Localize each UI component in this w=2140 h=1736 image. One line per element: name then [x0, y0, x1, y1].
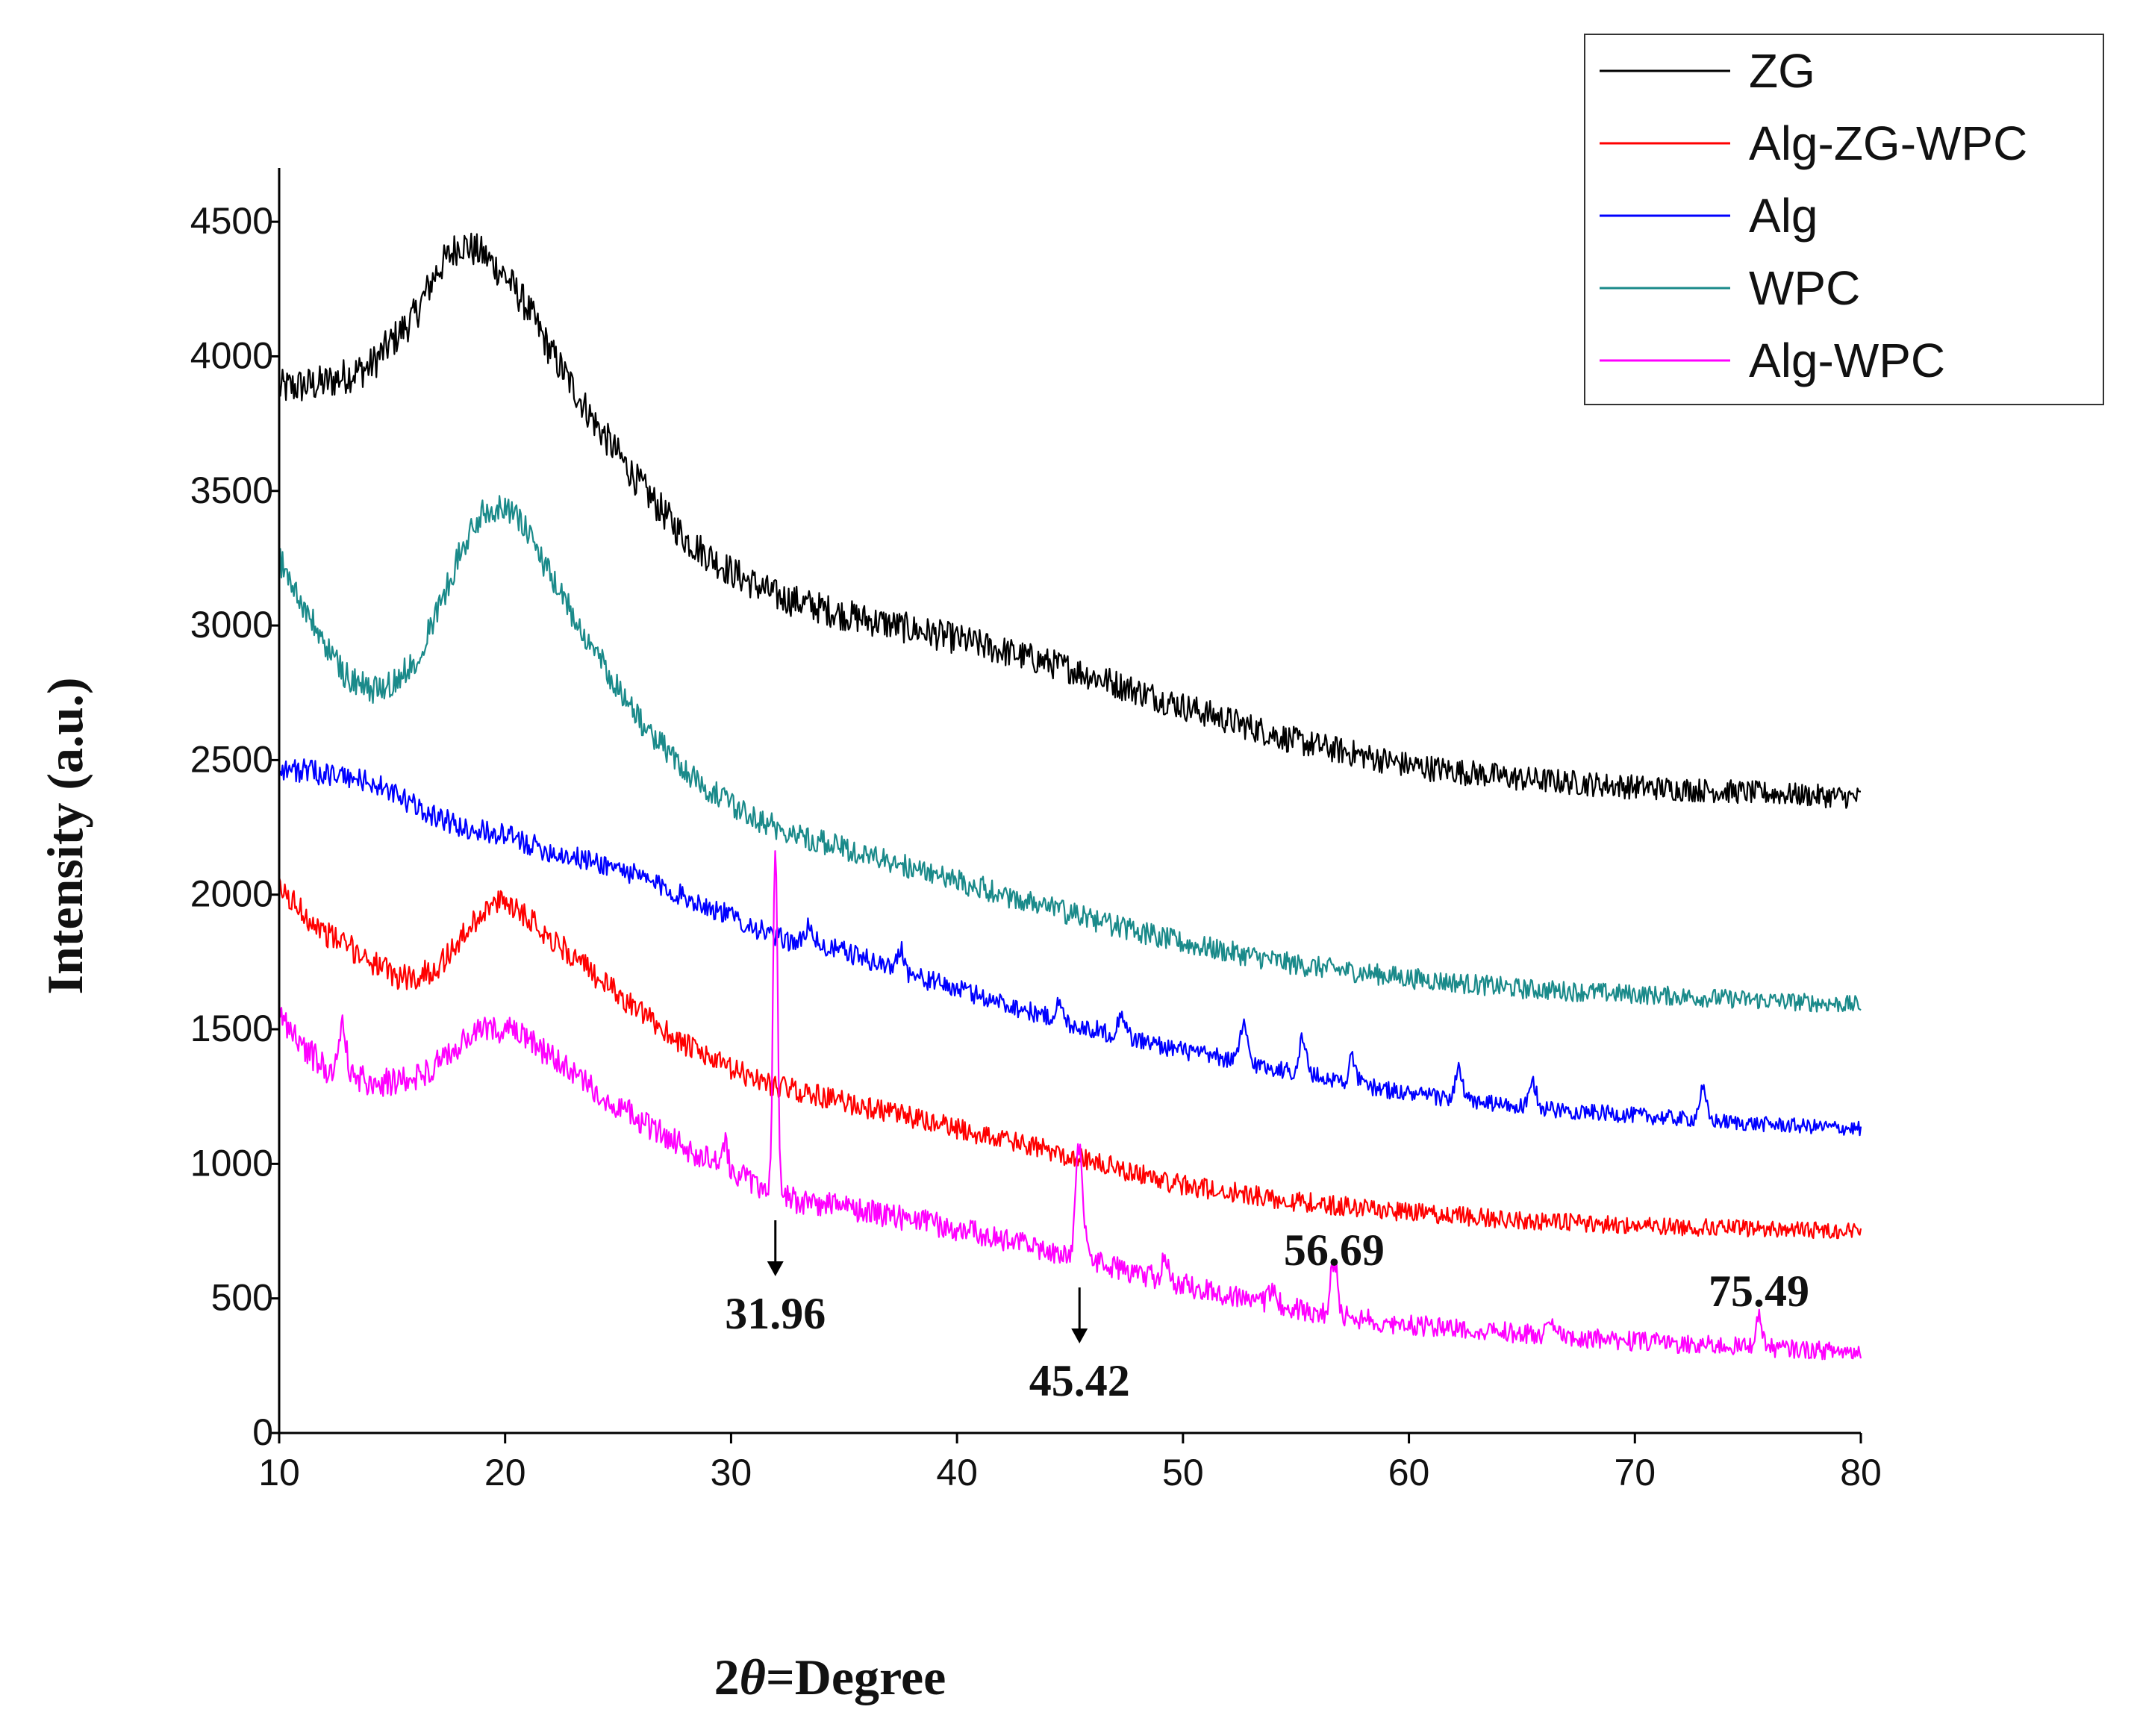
y-tick-label: 0 — [252, 1411, 273, 1453]
y-tick-label: 4000 — [190, 334, 273, 376]
series-line-alg-zg-wpc — [278, 877, 1862, 1240]
y-tick-label: 1500 — [190, 1008, 273, 1049]
series-line-zg — [278, 232, 1862, 809]
legend-label: WPC — [1749, 261, 1860, 315]
axes — [278, 168, 1861, 1434]
x-tick-label: 60 — [1388, 1452, 1430, 1493]
x-axis-title-prefix: 2 — [714, 1649, 740, 1705]
y-tick-label: 2500 — [190, 738, 273, 780]
legend-items: ZG Alg-ZG-WPC Alg WPC Alg-WPC — [1600, 44, 2027, 387]
legend: ZG Alg-ZG-WPC Alg WPC Alg-WPC — [1584, 34, 2104, 405]
legend-label: Alg-ZG-WPC — [1749, 116, 2027, 170]
annotation-arrows — [767, 1220, 1088, 1343]
x-axis-title-symbol: θ — [740, 1649, 766, 1705]
x-tick-label: 20 — [484, 1452, 526, 1493]
annotation-arrow-head — [1071, 1328, 1088, 1343]
legend-label: ZG — [1749, 44, 1815, 98]
annotation-label: 45.42 — [1029, 1356, 1130, 1405]
annotation-arrow-head — [767, 1261, 784, 1276]
annotation-labels: 31.96 45.42 56.69 75.49 — [725, 1225, 1809, 1405]
annotation-label: 56.69 — [1284, 1225, 1385, 1275]
legend-box — [1584, 34, 2104, 405]
x-tick-label: 30 — [711, 1452, 752, 1493]
plot-lines — [278, 232, 1862, 1361]
x-tick-label: 40 — [936, 1452, 978, 1493]
y-tick-label: 3000 — [190, 604, 273, 646]
y-tick-label: 4500 — [190, 200, 273, 242]
x-tick-label: 50 — [1162, 1452, 1204, 1493]
y-ticks: 0 500 1000 1500 2000 2500 3000 3500 4000 4500 — [190, 200, 279, 1453]
series-line-wpc — [278, 495, 1862, 1013]
x-axis-title: 2θ=Degree — [714, 1649, 946, 1705]
y-tick-label: 1000 — [190, 1142, 273, 1184]
series-line-alg — [278, 758, 1862, 1137]
y-tick-label: 2000 — [190, 873, 273, 915]
x-tick-label: 70 — [1614, 1452, 1656, 1493]
x-ticks: 10 20 30 40 50 60 70 80 — [258, 1433, 1882, 1493]
x-axis-title-suffix: =Degree — [766, 1649, 946, 1705]
x-tick-label: 80 — [1840, 1452, 1882, 1493]
annotation-label: 75.49 — [1709, 1267, 1809, 1316]
series-line-alg-wpc — [278, 850, 1862, 1361]
y-tick-label: 500 — [211, 1277, 273, 1319]
x-tick-label: 10 — [258, 1452, 300, 1493]
y-axis-title: Intensity (a.u.) — [37, 677, 93, 994]
annotation-label: 31.96 — [725, 1289, 826, 1338]
legend-label: Alg-WPC — [1749, 334, 1945, 387]
y-tick-label: 3500 — [190, 469, 273, 511]
legend-label: Alg — [1749, 189, 1818, 243]
